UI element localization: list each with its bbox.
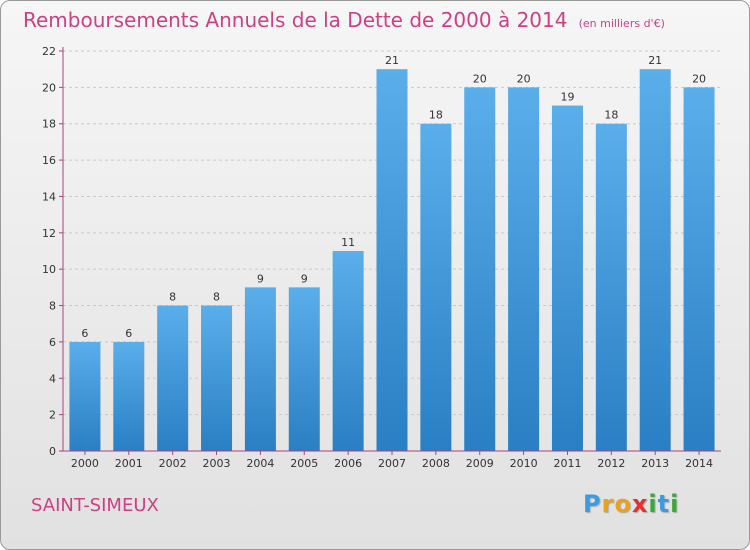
bar (639, 69, 671, 451)
bar (113, 341, 145, 451)
logo-letter: r (601, 490, 615, 518)
bar (376, 69, 408, 451)
y-tick-label: 20 (42, 81, 56, 94)
bar (288, 287, 320, 451)
x-tick-label: 2005 (290, 457, 318, 470)
y-tick-label: 14 (42, 190, 56, 203)
x-tick-label: 2012 (597, 457, 625, 470)
y-tick-label: 0 (49, 445, 56, 458)
bar (595, 123, 627, 452)
logo-letter: P (583, 490, 602, 518)
commune-name: SAINT-SIMEUX (31, 495, 159, 516)
chart-title-block: Remboursements Annuels de la Dette de 20… (23, 8, 665, 32)
x-tick-label: 2002 (159, 457, 187, 470)
bar (244, 287, 276, 451)
x-tick-label: 2008 (422, 457, 450, 470)
bar-value-label: 9 (301, 272, 308, 285)
bar (201, 305, 233, 451)
x-tick-label: 2011 (553, 457, 581, 470)
y-tick-label: 10 (42, 263, 56, 276)
bar (157, 305, 189, 451)
x-tick-label: 2001 (115, 457, 143, 470)
y-tick-label: 2 (49, 409, 56, 422)
axis-layer: 0 2 4 6 8 10 12 14 16 18 20 22 2000 2001 2002 2003 2004 2… (42, 45, 721, 470)
bar-value-label: 8 (213, 291, 220, 304)
x-tick-label: 2010 (510, 457, 538, 470)
y-tick-label: 22 (42, 45, 56, 58)
bar (69, 341, 101, 451)
bar (683, 87, 715, 451)
bar (464, 87, 496, 451)
bar-value-label: 18 (604, 109, 618, 122)
bar-value-label: 19 (560, 91, 574, 104)
bar-value-label: 6 (125, 327, 132, 340)
logo-letter: i (670, 490, 680, 518)
y-tick-label: 4 (49, 372, 56, 385)
x-tick-label: 2006 (334, 457, 362, 470)
bar-value-label: 9 (257, 272, 264, 285)
bar-value-label: 8 (169, 291, 176, 304)
bar (332, 251, 364, 451)
logo-letter: x (631, 490, 649, 518)
bar-value-label: 21 (385, 54, 399, 67)
bar-value-label: 21 (648, 54, 662, 67)
x-tick-label: 2014 (685, 457, 713, 470)
bar-value-label: 6 (81, 327, 88, 340)
bar-layer: 6 6 8 8 9 9 11 21 18 20 20 19 18 21 20 (69, 54, 715, 452)
y-tick-label: 16 (42, 154, 56, 167)
bar (551, 105, 583, 451)
proxiti-logo: Proxiti (583, 490, 679, 518)
bar (508, 87, 540, 451)
bar-value-label: 20 (692, 72, 706, 85)
bar-value-label: 20 (473, 72, 487, 85)
bar-value-label: 20 (517, 72, 531, 85)
x-tick-label: 2013 (641, 457, 669, 470)
x-tick-label: 2003 (203, 457, 231, 470)
y-tick-label: 18 (42, 118, 56, 131)
chart-title: Remboursements Annuels de la Dette de 20… (23, 8, 568, 32)
bar-value-label: 18 (429, 109, 443, 122)
bar (420, 123, 452, 452)
bar-value-label: 11 (341, 236, 355, 249)
y-tick-label: 6 (49, 336, 56, 349)
logo-letter: i (648, 490, 658, 518)
y-tick-label: 8 (49, 300, 56, 313)
y-tick-label: 12 (42, 227, 56, 240)
x-tick-label: 2009 (466, 457, 494, 470)
logo-letter: o (614, 490, 632, 518)
x-tick-label: 2000 (71, 457, 99, 470)
x-tick-label: 2007 (378, 457, 406, 470)
chart-subtitle: (en milliers d'€) (578, 17, 665, 30)
logo-letter: t (657, 490, 671, 518)
x-tick-label: 2004 (246, 457, 274, 470)
